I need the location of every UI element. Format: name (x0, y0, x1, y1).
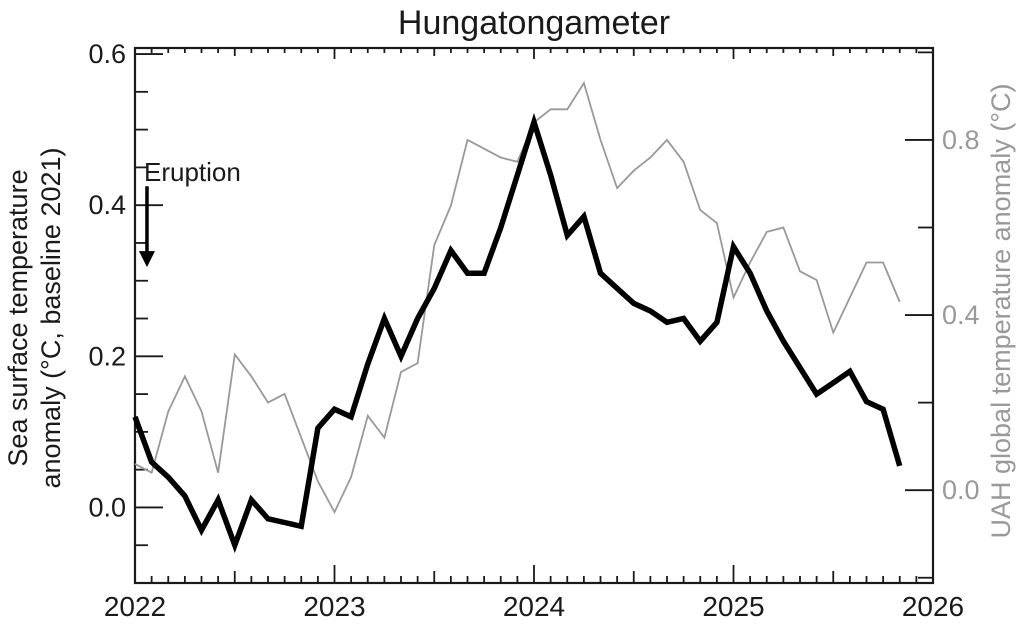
right-tick-label: 0.8 (942, 125, 980, 155)
chart-title: Hungatongameter (398, 4, 670, 42)
left-tick-label: 0.4 (88, 190, 126, 220)
left-tick-label: 0.6 (88, 39, 126, 69)
data-series (132, 80, 903, 554)
left-axis-title-line2: anomaly (°C, baseline 2021) (36, 148, 66, 489)
x-tick-label: 2024 (503, 591, 565, 622)
left-tick-label: 0.0 (88, 492, 126, 522)
eruption-annotation: Eruption (138, 157, 241, 268)
x-tick-label: 2023 (303, 591, 365, 622)
left-axis-title-line1: Sea surface temperature (3, 169, 33, 466)
sst-line (132, 112, 903, 554)
eruption-arrowhead-icon (138, 251, 155, 268)
axis-tick-labels: 2022 2023 2024 2025 2026 0.0 0.2 0.4 0.6 0.0 0.4 0.… (88, 39, 979, 622)
eruption-label: Eruption (144, 157, 241, 187)
x-tick-label: 2022 (104, 591, 166, 622)
right-axis-title: UAH global temperature anomaly (°C) (986, 84, 1016, 539)
right-tick-label: 0.4 (942, 300, 980, 330)
x-tick-label: 2025 (702, 591, 764, 622)
uah-line (134, 80, 901, 515)
left-tick-label: 0.2 (88, 341, 126, 371)
right-tick-label: 0.0 (942, 475, 980, 505)
plot-frame (133, 46, 935, 585)
axis-ticks (134, 48, 934, 583)
x-tick-label: 2026 (902, 591, 964, 622)
